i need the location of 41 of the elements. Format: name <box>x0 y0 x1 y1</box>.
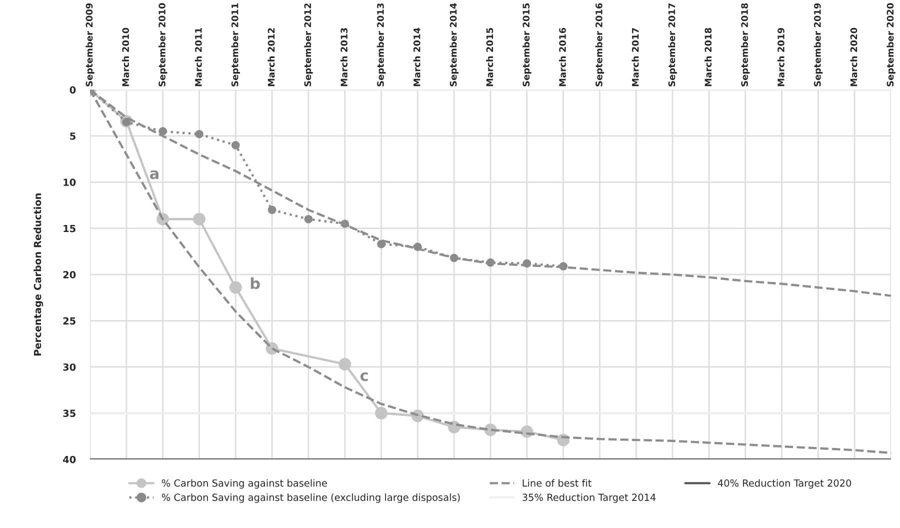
x-tick-label: September 2012 <box>304 4 313 86</box>
y-tick-label: 5 <box>70 132 76 140</box>
x-tick-label: March 2015 <box>486 28 494 86</box>
x-tick-label: September 2011 <box>231 3 240 86</box>
y-tick-label: 20 <box>63 271 76 278</box>
legend-label: Line of best fit <box>522 479 592 487</box>
annotation: c <box>360 372 368 382</box>
x-tick-label: September 2018 <box>740 3 750 86</box>
annotation: a <box>150 170 158 180</box>
y-tick-label: 10 <box>64 178 76 186</box>
x-tick-label: March 2011 <box>194 28 202 86</box>
y-tick-label: 40 <box>63 456 76 464</box>
x-tick-label: September 2017 <box>668 3 677 86</box>
x-tick-label: September 2009 <box>86 3 94 86</box>
x-tick-label: September 2019 <box>814 3 823 86</box>
annotation: b <box>250 277 260 290</box>
legend-label: % Carbon Saving against baseline <box>162 479 327 489</box>
legend-label: 40% Reduction Target 2020 <box>718 479 852 489</box>
x-tick-label: September 2014 <box>450 3 458 86</box>
y-tick-label: 0 <box>70 86 76 94</box>
x-tick-label: September 2010 <box>158 3 168 86</box>
x-tick-label: March 2017 <box>632 28 639 86</box>
x-tick-label: September 2020 <box>886 3 896 86</box>
y-tick-label: 15 <box>64 224 76 232</box>
y-axis-title: Percentage Carbon Reduction <box>34 193 44 356</box>
x-tick-label: September 2013 <box>376 3 386 86</box>
y-tick-label: 25 <box>63 317 76 325</box>
x-tick-label: March 2014 <box>413 28 420 86</box>
x-tick-label: March 2010 <box>122 28 130 86</box>
x-tick-label: March 2020 <box>850 28 858 86</box>
y-tick-label: 30 <box>63 363 76 371</box>
legend-label: 35% Reduction Target 2014 <box>522 493 656 503</box>
x-tick-label: March 2018 <box>704 28 712 86</box>
y-tick-label: 35 <box>63 410 76 417</box>
x-tick-label: March 2013 <box>340 28 348 86</box>
legend-label: % Carbon Saving against baseline (excluding large disposals) <box>162 493 460 503</box>
x-tick-label: September 2015 <box>522 3 532 86</box>
x-tick-label: September 2016 <box>595 3 604 86</box>
x-tick-label: March 2016 <box>558 28 566 86</box>
x-tick-label: March 2019 <box>777 28 784 86</box>
x-tick-label: March 2012 <box>268 28 275 86</box>
